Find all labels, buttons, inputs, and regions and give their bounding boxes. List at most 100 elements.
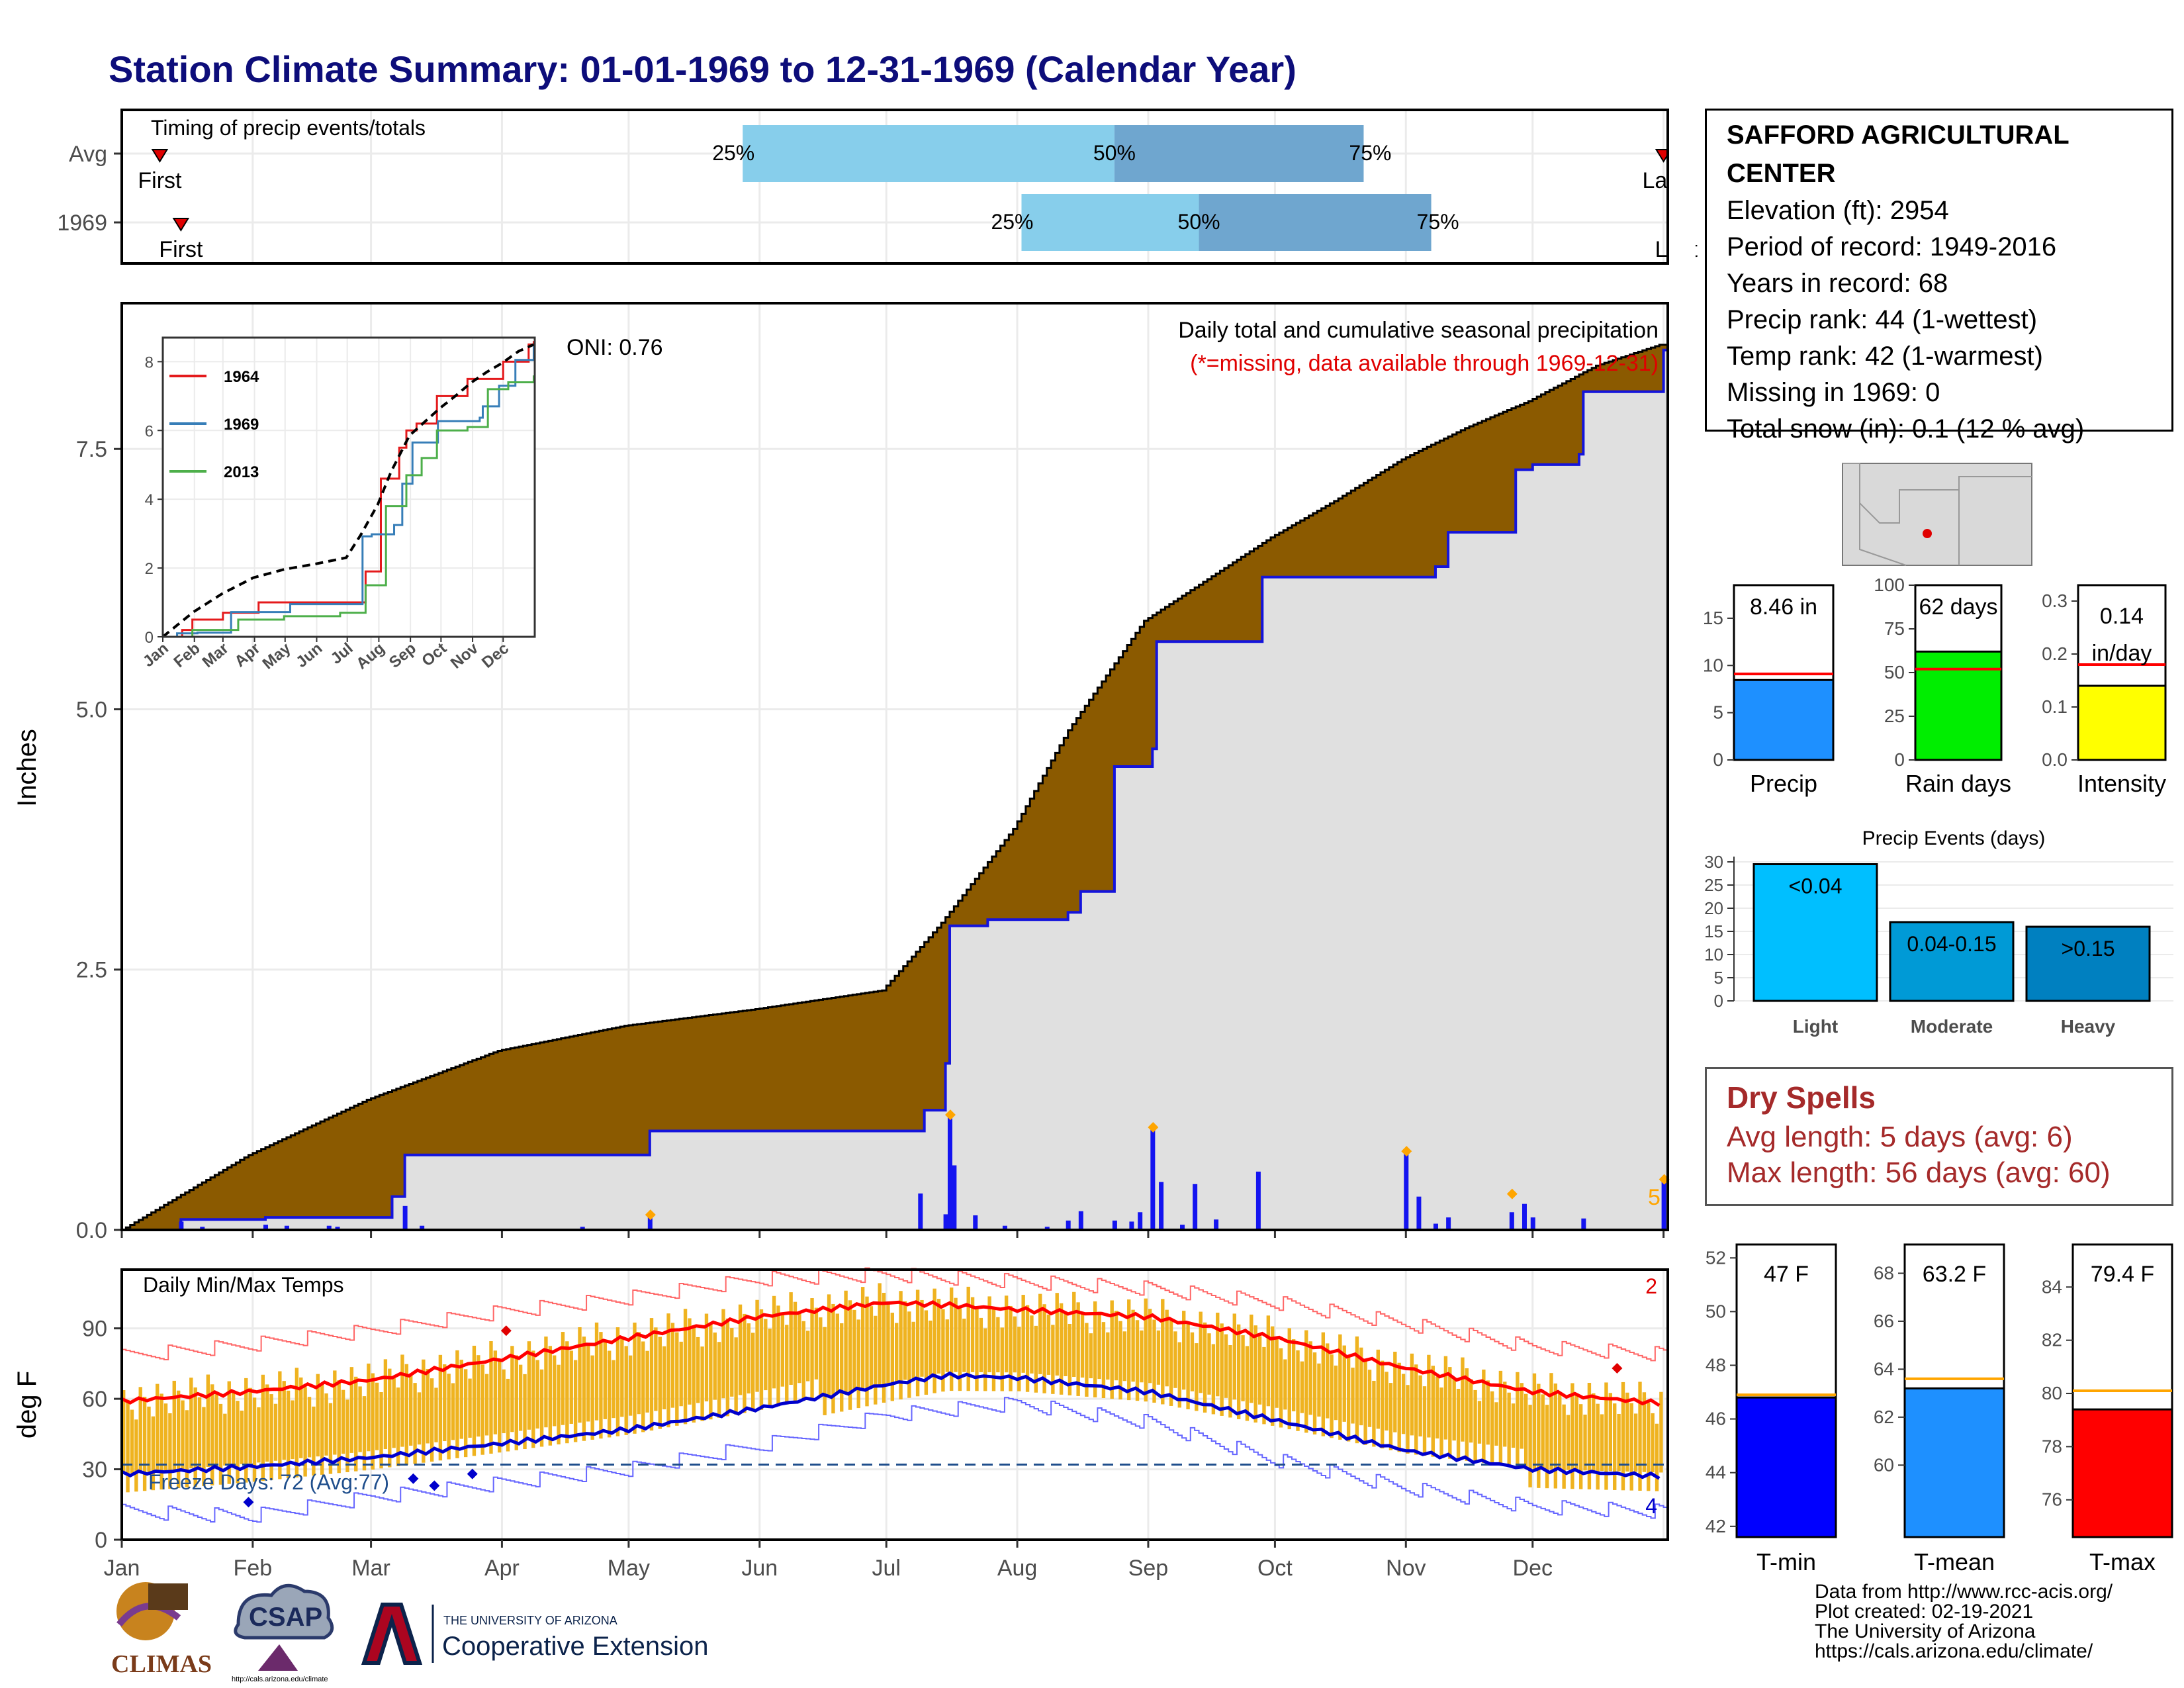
tmin_gauge-tick-label: 52 [1706, 1247, 1726, 1268]
climas-wordmark: CLIMAS [111, 1650, 212, 1678]
station-temp-rank: Temp rank: 42 (1-warmest) [1727, 342, 2043, 371]
daily-temp-range-bar [565, 1341, 569, 1444]
daily-temp-range-bar [1304, 1330, 1308, 1433]
daily-temp-range-bar [295, 1368, 299, 1477]
dry-spells-avg: Avg length: 5 days (avg: 6) [1727, 1121, 2073, 1153]
daily-temp-range-bar [1376, 1349, 1380, 1429]
events-bar [1889, 921, 2015, 1002]
daily-temp-range-bar [1617, 1413, 1621, 1472]
daily-temp-range-bar [1439, 1387, 1443, 1458]
tmean_gauge-value-bar [1903, 1387, 2005, 1538]
daily-precip-bar [1159, 1182, 1164, 1230]
daily-temp-range-bar [1135, 1320, 1140, 1401]
daily-temp-range-bar [633, 1323, 637, 1434]
daily-temp-range-bar [413, 1383, 417, 1464]
daily-temp-range-bar [1326, 1343, 1330, 1419]
events-x-label: Light [1793, 1016, 1838, 1037]
daily-temp-range-bar [1578, 1404, 1583, 1489]
station-missing: Missing in 1969: 0 [1727, 378, 1940, 407]
timing-p75-label: 75% [1417, 210, 1459, 234]
temp-y-axis-label: deg F [13, 1371, 42, 1438]
daily-temp-range-bar [1266, 1315, 1271, 1407]
daily-temp-range-bar [700, 1346, 704, 1421]
daily-temp-range-bar [502, 1369, 506, 1434]
daily-temp-range-bar [1604, 1382, 1608, 1490]
inset-y-tick-label: 6 [145, 422, 154, 440]
daily-temp-range-bar [1621, 1382, 1625, 1491]
month-tick-label: Oct [1257, 1556, 1293, 1581]
daily-temp-range-bar [755, 1299, 759, 1392]
daily-temp-range-bar [185, 1410, 189, 1487]
daily-precip-bar [402, 1205, 408, 1230]
daily-temp-range-bar [641, 1341, 645, 1432]
csap-url: http://cals.arizona.edu/climate [232, 1675, 328, 1683]
daily-temp-range-bar [214, 1394, 218, 1466]
precip-y-tick-label: 2.5 [76, 958, 107, 983]
daily-temp-range-bar [1507, 1392, 1511, 1466]
daily-precip-bar [1112, 1220, 1117, 1230]
month-tick-label: Sep [1128, 1556, 1169, 1581]
daily-temp-range-bar [797, 1311, 801, 1383]
raindays_gauge-tick-label: 50 [1884, 662, 1905, 682]
daily-temp-range-bar [1195, 1343, 1199, 1411]
intensity_gauge-chart: 0.0 0.1 0.2 0.3 0.14 in/day Intensity [2042, 584, 2167, 797]
daily-temp-range-bar [1414, 1364, 1418, 1455]
daily-temp-range-bar [168, 1413, 172, 1489]
largest-event-marker-icon [645, 1209, 656, 1221]
precip-events-chart: Precip Events (days) 0 5 10 15 20 25 30 <0.04 Lig… [1704, 827, 2173, 1037]
daily-temp-range-bar [1372, 1380, 1376, 1447]
daily-temp-range-bar [1469, 1379, 1473, 1443]
daily-temp-range-bar [430, 1378, 434, 1462]
daily-temp-range-bar [142, 1397, 147, 1491]
daily-temp-range-bar [354, 1376, 358, 1472]
tmean_gauge-tick-label: 64 [1874, 1358, 1894, 1379]
daily-temp-range-bar [1030, 1315, 1034, 1374]
daily-temp-range-bar [1228, 1344, 1232, 1418]
timing-title: Timing of precip events/totals [151, 116, 426, 140]
daily-temp-range-bar [1528, 1405, 1532, 1487]
events-y-tick-label: 10 [1704, 945, 1723, 964]
daily-temp-range-bar [1257, 1336, 1262, 1405]
daily-temp-range-bar [1122, 1331, 1127, 1382]
daily-temp-range-bar [725, 1318, 730, 1417]
inset-series-line-2013 [163, 375, 535, 638]
precip_gauge-tick-label: 15 [1703, 608, 1723, 628]
daily-temp-range-bar [248, 1387, 252, 1464]
daily-temp-range-bar [1558, 1393, 1562, 1470]
daily-temp-range-bar [273, 1403, 278, 1461]
precip-subtitle: (*=missing, data available through 1969-… [1190, 351, 1659, 376]
daily-temp-range-bar [772, 1295, 776, 1389]
daily-temp-range-bar [362, 1396, 367, 1471]
events-y-tick-label: 30 [1704, 852, 1723, 872]
daily-temp-range-bar [747, 1323, 751, 1394]
daily-temp-range-bar [920, 1299, 924, 1377]
daily-temp-range-bar [1385, 1372, 1388, 1431]
daily-temp-range-bar [1093, 1301, 1097, 1397]
daily-precip-bar [326, 1225, 332, 1230]
daily-temp-range-bar [789, 1292, 793, 1385]
daily-temp-range-bar [1080, 1312, 1085, 1378]
daily-temp-range-bar [759, 1309, 764, 1410]
month-tick-label: Jun [741, 1556, 778, 1581]
daily-precip-bar [1661, 1182, 1666, 1230]
daily-temp-range-bar [126, 1399, 130, 1493]
daily-temp-range-bar [189, 1378, 193, 1469]
daily-temp-range-bar [751, 1333, 755, 1412]
daily-precip-bar [1044, 1227, 1050, 1230]
ua-logo: THE UNIVERSITY OF ARIZONA Cooperative Ex… [361, 1603, 708, 1665]
daily-temp-range-bar [679, 1341, 683, 1407]
daily-temp-range-bar [1220, 1323, 1224, 1416]
tmax_gauge-tick-label: 76 [2042, 1489, 2062, 1510]
daily-precip-bar [947, 1117, 952, 1230]
daily-temp-range-bar [1241, 1335, 1245, 1401]
largest-event-marker-icon [1506, 1188, 1518, 1199]
daily-temp-range-bar [291, 1400, 295, 1460]
daily-temp-range-bar [966, 1286, 970, 1391]
daily-temp-range-bar [130, 1409, 134, 1474]
tmean_gauge-tick-label: 66 [1874, 1311, 1894, 1331]
daily-temp-range-bar [548, 1346, 553, 1446]
daily-temp-range-bar [996, 1317, 1000, 1373]
daily-temp-range-bar [620, 1336, 624, 1417]
daily-temp-range-bar [1452, 1378, 1456, 1441]
